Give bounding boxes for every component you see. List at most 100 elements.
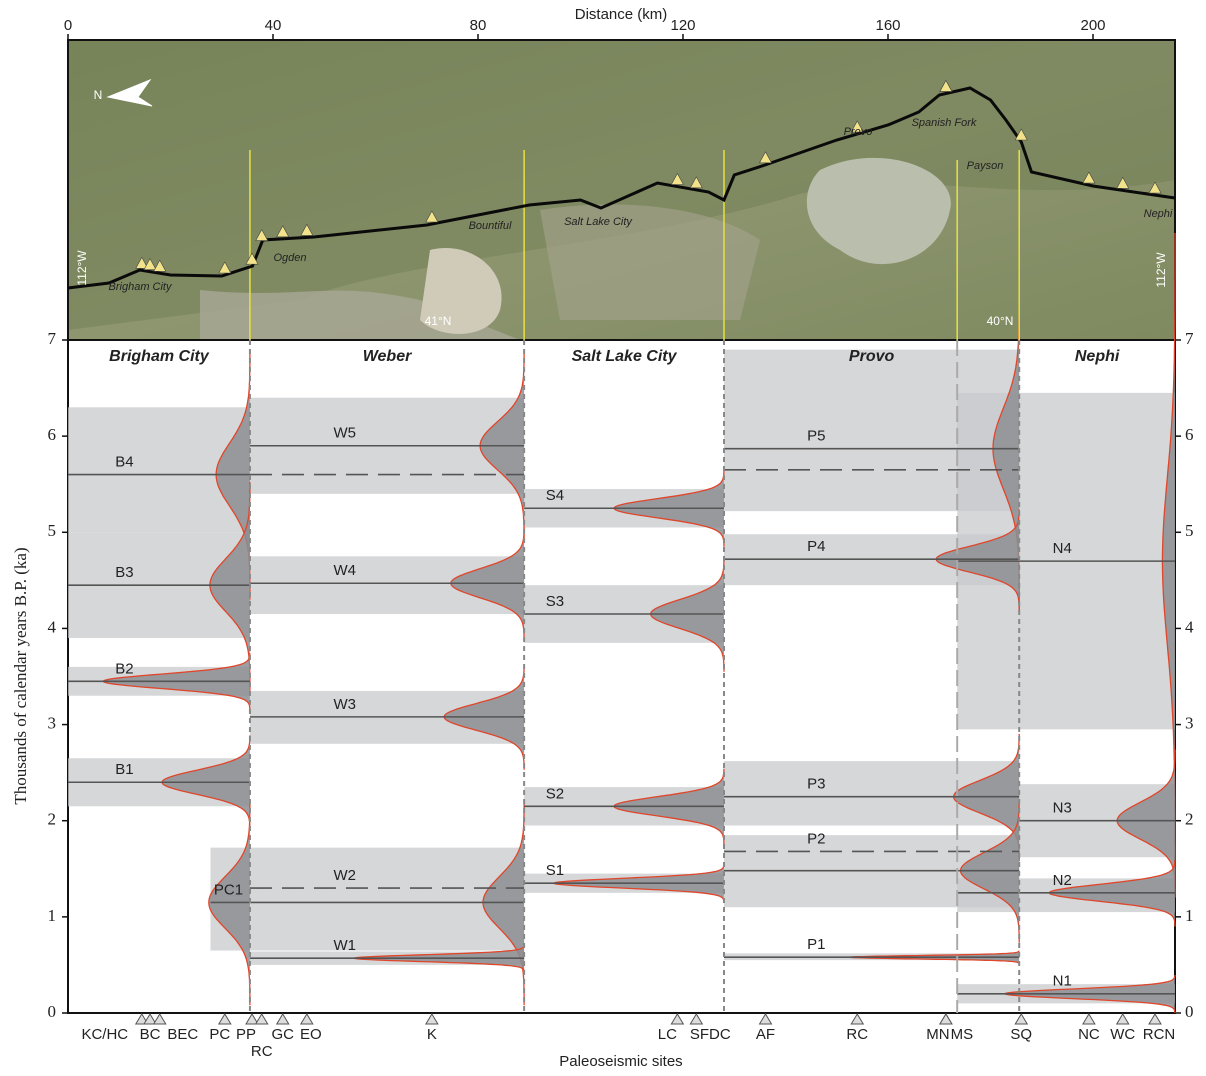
site-marker bbox=[671, 1014, 683, 1024]
event-label: S2 bbox=[546, 785, 564, 802]
map-label: 41°N bbox=[425, 314, 452, 328]
event-label: B3 bbox=[115, 564, 133, 581]
segment-name: Salt Lake City bbox=[572, 348, 678, 365]
event-label: B1 bbox=[115, 761, 133, 778]
site-label: AF bbox=[756, 1026, 775, 1043]
y2-tick-label: 2 bbox=[1185, 810, 1194, 829]
y-tick-label: 2 bbox=[48, 810, 57, 829]
map-label: 40°N bbox=[987, 314, 1014, 328]
y-tick-label: 4 bbox=[48, 617, 57, 636]
probability-curve bbox=[209, 802, 250, 1005]
event-label: W1 bbox=[334, 937, 357, 954]
event-label: N1 bbox=[1053, 973, 1072, 990]
site-label: NC bbox=[1078, 1026, 1100, 1043]
event-label: N4 bbox=[1053, 540, 1072, 557]
y-tick-label: 3 bbox=[48, 713, 57, 732]
site-marker bbox=[219, 1014, 231, 1024]
y2-tick-label: 1 bbox=[1185, 906, 1194, 925]
y-axis-title: Thousands of calendar years B.P. (ka) bbox=[11, 547, 30, 804]
site-marker bbox=[426, 1014, 438, 1024]
map-label: Provo bbox=[844, 126, 873, 138]
map-label: Bountiful bbox=[469, 220, 512, 232]
event-label: P1 bbox=[807, 936, 825, 953]
site-label: PP bbox=[236, 1026, 256, 1043]
map-label: 112°W bbox=[1154, 252, 1168, 288]
site-label: KC/HC bbox=[81, 1026, 128, 1043]
site-label: MS bbox=[951, 1026, 974, 1043]
y-tick-label: 5 bbox=[48, 521, 57, 540]
map-label: Ogden bbox=[273, 252, 306, 264]
probability-curve bbox=[483, 802, 524, 1005]
event-label: P4 bbox=[807, 538, 825, 555]
site-label: EO bbox=[300, 1026, 322, 1043]
event-label: S4 bbox=[546, 487, 564, 504]
x-tick-label: 80 bbox=[470, 17, 487, 34]
y2-tick-label: 7 bbox=[1185, 329, 1194, 348]
event-label: P5 bbox=[807, 428, 825, 445]
event-label: P2 bbox=[807, 830, 825, 847]
segment-name: Brigham City bbox=[109, 348, 210, 365]
probability-curve bbox=[480, 352, 524, 542]
site-marker bbox=[1015, 1014, 1027, 1024]
site-marker bbox=[1083, 1014, 1095, 1024]
segment-name: Provo bbox=[849, 348, 895, 365]
site-label: WC bbox=[1110, 1026, 1135, 1043]
event-label: W2 bbox=[334, 867, 357, 884]
site-marker bbox=[690, 1014, 702, 1024]
site-marker bbox=[1117, 1014, 1129, 1024]
site-label: RC bbox=[846, 1026, 868, 1043]
event-label: W5 bbox=[334, 425, 357, 442]
event-label: W3 bbox=[334, 696, 357, 713]
site-marker bbox=[851, 1014, 863, 1024]
y2-tick-label: 0 bbox=[1185, 1002, 1194, 1021]
y-tick-label: 7 bbox=[48, 329, 57, 348]
segment-name: Weber bbox=[363, 348, 412, 365]
y2-tick-label: 3 bbox=[1185, 713, 1194, 732]
y2-tick-label: 6 bbox=[1185, 425, 1194, 444]
y2-tick-label: 5 bbox=[1185, 521, 1194, 540]
y-tick-label: 6 bbox=[48, 425, 57, 444]
site-label: SFDC bbox=[690, 1026, 731, 1043]
x-axis-title: Distance (km) bbox=[575, 6, 668, 23]
figure: Distance (km) Thousands of calendar year… bbox=[0, 0, 1206, 1071]
event-label: N3 bbox=[1053, 800, 1072, 817]
map-label: Salt Lake City bbox=[564, 216, 633, 228]
y-tick-label: 0 bbox=[48, 1002, 57, 1021]
site-marker bbox=[760, 1014, 772, 1024]
y-tick-label: 1 bbox=[48, 906, 57, 925]
site-label: GC bbox=[271, 1026, 294, 1043]
site-label: K bbox=[427, 1026, 437, 1043]
site-marker bbox=[277, 1014, 289, 1024]
map-label: N bbox=[94, 88, 103, 102]
site-marker bbox=[301, 1014, 313, 1024]
x-tick-label: 120 bbox=[670, 17, 695, 34]
site-label: LC bbox=[658, 1026, 677, 1043]
map-label: Nephi bbox=[1144, 208, 1173, 220]
event-label: S1 bbox=[546, 862, 564, 879]
site-label: RC bbox=[251, 1043, 273, 1060]
segment-name: Nephi bbox=[1075, 348, 1120, 365]
event-label: B2 bbox=[115, 660, 133, 677]
event-label: S3 bbox=[546, 593, 564, 610]
site-label: PC bbox=[209, 1026, 230, 1043]
map-label: Payson bbox=[967, 160, 1004, 172]
x-tick-label: 160 bbox=[875, 17, 900, 34]
x-tick-label: 200 bbox=[1080, 17, 1105, 34]
event-label: PC1 bbox=[214, 881, 243, 898]
site-marker bbox=[1149, 1014, 1161, 1024]
event-label: B4 bbox=[115, 454, 133, 471]
site-marker bbox=[940, 1014, 952, 1024]
event-label: W4 bbox=[334, 562, 357, 579]
event-label: P3 bbox=[807, 776, 825, 793]
map-label: Brigham City bbox=[109, 281, 173, 293]
site-label: RCN bbox=[1143, 1026, 1176, 1043]
site-label: SQ bbox=[1010, 1026, 1032, 1043]
event-label: N2 bbox=[1053, 872, 1072, 889]
site-marker bbox=[154, 1014, 166, 1024]
site-marker bbox=[256, 1014, 268, 1024]
map-label: Spanish Fork bbox=[912, 117, 977, 129]
y2-tick-label: 4 bbox=[1185, 617, 1194, 636]
site-label: BC bbox=[140, 1026, 161, 1043]
probability-curve bbox=[1117, 750, 1175, 894]
site-label: BEC bbox=[167, 1026, 198, 1043]
